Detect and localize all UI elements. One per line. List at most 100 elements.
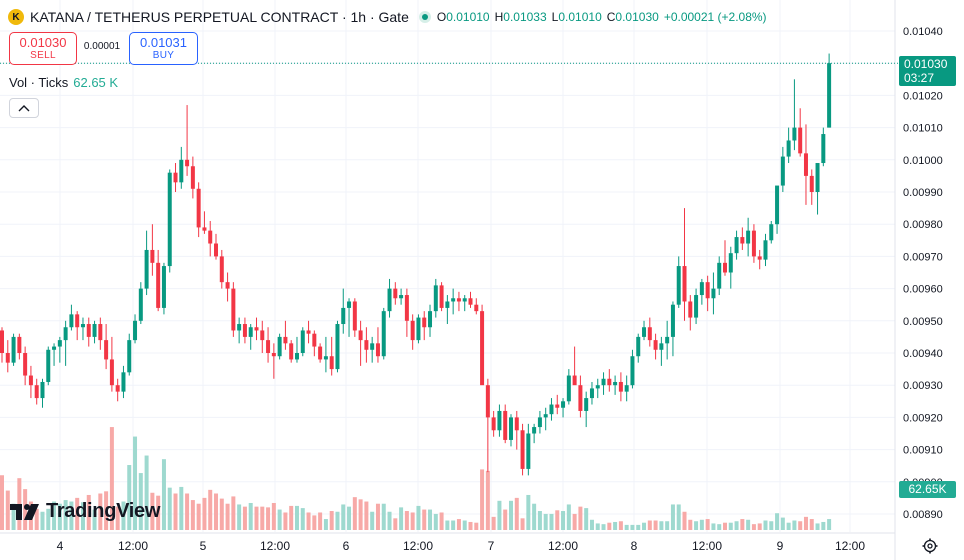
volume-bar (352, 497, 357, 530)
high-label: H (494, 10, 504, 24)
low-value: 0.01010 (558, 10, 602, 24)
candle-body (803, 153, 808, 176)
volume-bar (23, 489, 28, 530)
volume-bar (624, 524, 629, 530)
candle-body (428, 311, 433, 328)
symbol-title[interactable]: KATANA / TETHERUS PERPETUAL CONTRACT · 1… (30, 9, 409, 25)
sell-price: 0.01030 (19, 35, 67, 50)
candle-body (46, 349, 51, 382)
candle-body (260, 330, 265, 341)
candle-body (138, 288, 143, 321)
candle-body (751, 230, 756, 257)
candle-body (688, 301, 693, 318)
candle-body (491, 417, 496, 431)
volume-bar (601, 524, 606, 530)
candle-body (23, 353, 28, 376)
volume-bar (40, 511, 45, 530)
y-axis-tick-label: 0.00930 (903, 380, 943, 392)
volume-bar (63, 500, 68, 530)
candle-body (289, 343, 294, 360)
candle-body (312, 333, 317, 347)
candle-body (589, 388, 594, 399)
volume-bar (329, 511, 334, 530)
volume-bar (711, 523, 716, 530)
sell-label: SELL (30, 50, 56, 61)
candle-body (497, 410, 502, 431)
close-label: C (606, 10, 616, 24)
chevron-up-icon (18, 105, 30, 112)
candle-body (798, 127, 803, 154)
candle-body (329, 356, 334, 370)
volume-price-tag: 62.65K (899, 481, 956, 498)
candle-body (555, 404, 560, 408)
candle-body (375, 343, 380, 357)
candle-body (433, 285, 438, 312)
candle-body (185, 159, 190, 167)
volume-bar (92, 509, 97, 530)
candle-body (601, 378, 606, 386)
candle-body (728, 253, 733, 273)
candle-body (821, 134, 826, 164)
candle-body (532, 427, 537, 434)
volume-bar (740, 519, 745, 530)
candle-body (0, 330, 4, 353)
volume-bar (46, 508, 51, 530)
candle-body (769, 224, 774, 241)
candle-body (705, 282, 710, 299)
x-axis-tick-label: 4 (57, 539, 64, 553)
candle-body (647, 327, 652, 341)
tradingview-logo[interactable]: TradingView (10, 500, 160, 523)
low-label: L (551, 10, 559, 24)
spread-value: 0.00001 (83, 41, 121, 52)
volume-bar (11, 503, 16, 530)
volume-bar (364, 501, 369, 530)
candle-body (294, 353, 299, 360)
sell-button[interactable]: 0.01030 SELL (9, 32, 77, 65)
candle-body (694, 295, 699, 318)
volume-bar (549, 513, 554, 530)
volume-bar (786, 522, 791, 530)
candle-body (775, 185, 780, 225)
volume-bar (734, 521, 739, 530)
volume-bar (323, 519, 328, 530)
candle-body (69, 314, 74, 328)
volume-bar (271, 502, 276, 530)
volume-bar (260, 506, 265, 530)
volume-bar (254, 506, 259, 530)
last-price-value: 0.01030 (904, 57, 948, 71)
candle-body (306, 330, 311, 334)
volume-bar (150, 492, 155, 530)
volume-bar (347, 506, 352, 530)
volume-bar (561, 511, 566, 530)
candle-body (52, 346, 57, 350)
y-axis-tick-label: 0.00990 (903, 187, 943, 199)
candle-body (757, 256, 762, 260)
buy-button[interactable]: 0.01031 BUY (129, 32, 198, 65)
candle-body (5, 353, 10, 363)
candle-body (271, 353, 276, 357)
settings-gear-icon[interactable] (922, 538, 938, 554)
candle-body (63, 327, 68, 341)
candle-body (809, 175, 814, 192)
candle-body (717, 262, 722, 289)
candle-body (75, 314, 80, 328)
volume-bar (445, 520, 450, 530)
volume-bar (682, 511, 687, 530)
y-axis-tick-label: 0.00920 (903, 412, 943, 424)
candle-body (711, 288, 716, 299)
volume-bar (300, 508, 305, 530)
candle-body (323, 356, 328, 360)
candle-body (480, 311, 485, 386)
collapse-legend-button[interactable] (9, 98, 39, 118)
x-axis-tick-label: 8 (631, 539, 638, 553)
x-axis-tick-label: 12:00 (403, 539, 433, 553)
volume-bar (462, 520, 467, 530)
high-value: 0.01033 (503, 10, 547, 24)
volume-legend[interactable]: Vol · Ticks 62.65 K (9, 75, 118, 90)
volume-bar (815, 523, 820, 530)
candle-body (381, 311, 386, 357)
tradingview-logo-text: TradingView (46, 500, 161, 522)
candle-body (543, 414, 548, 418)
candle-body (474, 304, 479, 312)
